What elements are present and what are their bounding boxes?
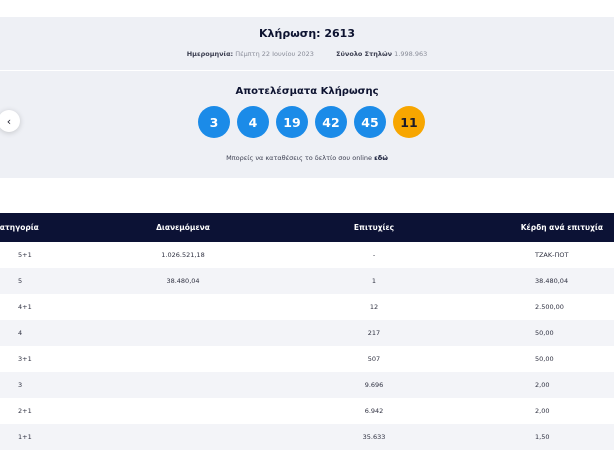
cell-prize: 1,50 xyxy=(535,433,550,441)
cell-category: 1+1 xyxy=(18,433,32,441)
cell-distributed xyxy=(88,294,278,320)
cell-category: 3 xyxy=(18,381,23,389)
date-value: Πέμπτη 22 Ιουνίου 2023 xyxy=(235,50,314,58)
cell-category: 5+1 xyxy=(18,251,32,259)
cell-distributed: 38.480,04 xyxy=(166,277,200,285)
cell-category: 4+1 xyxy=(18,303,32,311)
table-row: 4 217 50,00 xyxy=(0,320,614,346)
cell-distributed: 1.026.521,18 xyxy=(161,251,205,259)
table-row: 4+1 12 2.500,00 xyxy=(0,294,614,320)
cell-category: 3+1 xyxy=(18,355,32,363)
header-category: Κατηγορία xyxy=(0,223,39,232)
online-note: Μπορείς να καταθέσεις το δελτίο σου onli… xyxy=(0,154,614,162)
cell-winners: 6.942 xyxy=(364,407,384,415)
cell-prize: 2,00 xyxy=(535,407,550,415)
table-header-row: Κατηγορία Διανεμόμενα Επιτυχίες Κέρδη αν… xyxy=(0,213,614,242)
columns-value: 1.998.963 xyxy=(394,50,428,58)
table-row: 5+1 1.026.521,18 - ΤΖΑΚ-ΠΟΤ xyxy=(0,242,614,268)
cell-prize: 50,00 xyxy=(535,355,554,363)
table-row: 3+1 507 50,00 xyxy=(0,346,614,372)
cell-distributed xyxy=(88,398,278,424)
online-link[interactable]: εδώ xyxy=(374,154,388,162)
bonus-ball: 11 xyxy=(393,106,425,138)
table-row: 3 9.696 2,00 xyxy=(0,372,614,398)
table-row: 1+1 35.633 1,50 xyxy=(0,424,614,450)
cell-distributed xyxy=(88,424,278,450)
header-prize: Κέρδη ανά επιτυχία xyxy=(520,223,603,232)
cell-prize: 2,00 xyxy=(535,381,550,389)
cell-winners: 217 xyxy=(367,329,381,337)
cell-winners: 35.633 xyxy=(362,433,386,441)
header-winners: Επιτυχίες xyxy=(353,223,395,232)
winning-numbers: 3 4 19 42 45 11 xyxy=(198,106,425,138)
number-ball: 3 xyxy=(198,106,230,138)
results-title: Αποτελέσματα Κλήρωσης xyxy=(235,86,379,97)
date-label: Ημερομηνία: xyxy=(186,50,234,58)
draw-info-card: Κλήρωση: 2613 Ημερομηνία: Πέμπτη 22 Ιουν… xyxy=(0,17,614,70)
number-ball: 42 xyxy=(315,106,347,138)
columns-label: Σύνολο Στηλών xyxy=(336,50,393,58)
draw-meta: Ημερομηνία: Πέμπτη 22 Ιουνίου 2023 Σύνολ… xyxy=(0,50,614,58)
cell-category: 4 xyxy=(18,329,23,337)
cell-prize: 50,00 xyxy=(535,329,554,337)
cell-distributed xyxy=(88,320,278,346)
previous-draw-button[interactable]: ‹ xyxy=(0,110,20,132)
table-row: 2+1 6.942 2,00 xyxy=(0,398,614,424)
cell-distributed xyxy=(88,346,278,372)
number-ball: 4 xyxy=(237,106,269,138)
prize-table: Κατηγορία Διανεμόμενα Επιτυχίες Κέρδη αν… xyxy=(0,213,614,450)
cell-winners: - xyxy=(372,251,376,259)
cell-prize: 38.480,04 xyxy=(535,277,569,285)
cell-distributed xyxy=(88,372,278,398)
online-text: Μπορείς να καταθέσεις το δελτίο σου onli… xyxy=(226,154,373,162)
number-ball: 19 xyxy=(276,106,308,138)
cell-prize: 2.500,00 xyxy=(535,303,564,311)
number-ball: 45 xyxy=(354,106,386,138)
cell-category: 5 xyxy=(18,277,23,285)
header-distributed: Διανεμόμενα xyxy=(156,223,210,232)
results-card: Αποτελέσματα Κλήρωσης 3 4 19 42 45 11 Μπ… xyxy=(0,71,614,178)
cell-winners: 9.696 xyxy=(364,381,384,389)
cell-winners: 12 xyxy=(369,303,379,311)
cell-prize: ΤΖΑΚ-ΠΟΤ xyxy=(535,251,569,259)
cell-winners: 1 xyxy=(371,277,377,285)
cell-category: 2+1 xyxy=(18,407,32,415)
chevron-left-icon: ‹ xyxy=(6,114,12,128)
draw-title: Κλήρωση: 2613 xyxy=(259,27,355,40)
table-row: 5 38.480,04 1 38.480,04 xyxy=(0,268,614,294)
cell-winners: 507 xyxy=(367,355,381,363)
